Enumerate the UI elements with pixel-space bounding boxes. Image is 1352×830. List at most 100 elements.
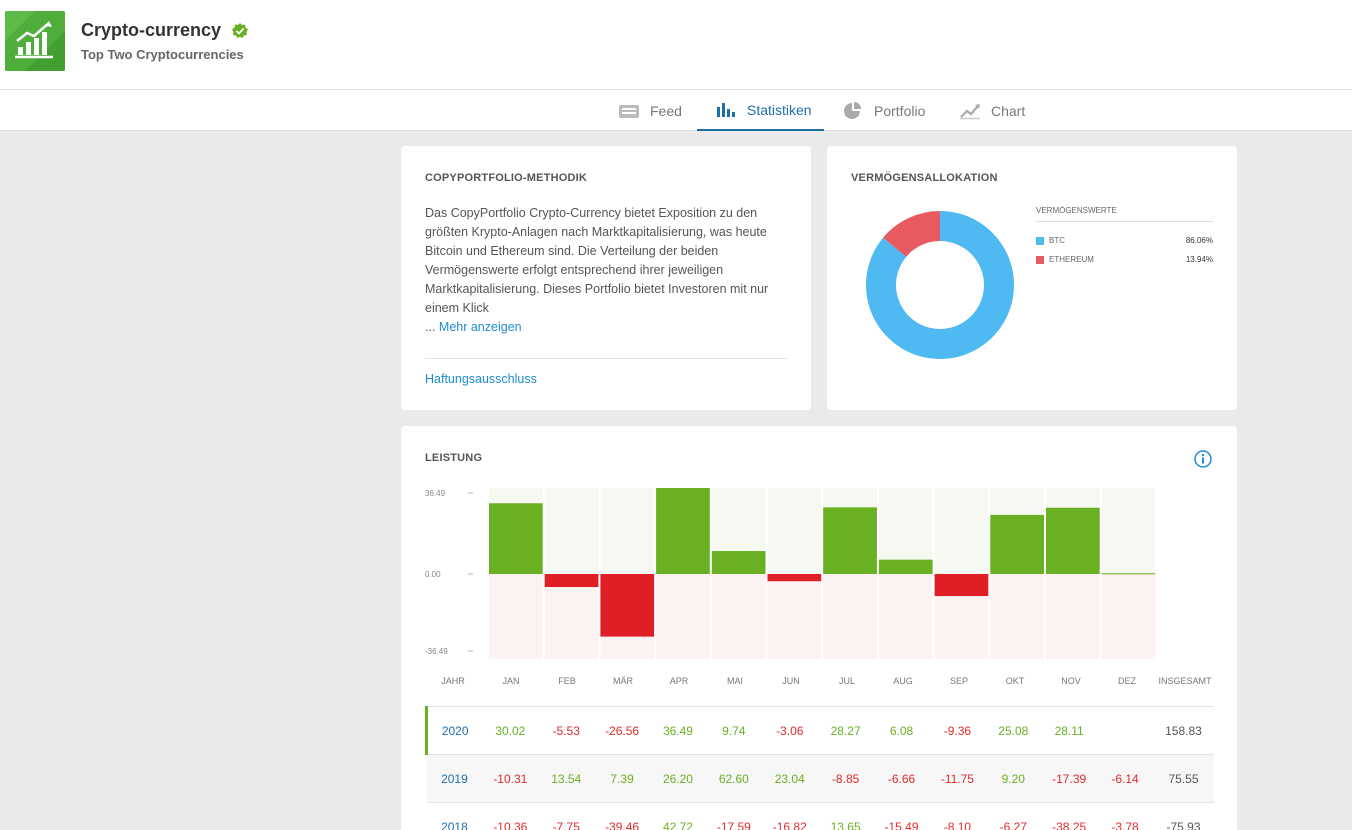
info-icon[interactable]: [1194, 450, 1212, 468]
bar-bg-negative: [1046, 574, 1100, 659]
column-header: NOV: [1061, 676, 1081, 686]
month-value-cell: 26.20: [650, 754, 706, 803]
bar-mär[interactable]: [600, 574, 655, 637]
month-value-cell: 25.08: [985, 706, 1042, 755]
legend-swatch-ethereum: [1036, 256, 1044, 264]
month-value-cell: -8.85: [817, 754, 874, 803]
column-header: MAI: [726, 676, 744, 686]
column-header: APR: [669, 676, 689, 686]
legend-row-btc[interactable]: BTC 86.06%: [1036, 235, 1213, 247]
bar-bg-negative: [711, 574, 766, 659]
tab-statistiken[interactable]: Statistiken: [697, 90, 824, 131]
legend-swatch-btc: [1036, 237, 1044, 245]
legend-name-btc: BTC: [1049, 236, 1065, 245]
verified-badge-icon: [231, 22, 248, 38]
month-value-cell: 9.20: [985, 754, 1042, 803]
month-value-cell: -3.06: [761, 706, 818, 755]
month-value-cell: -6.27: [985, 802, 1042, 830]
month-value-cell: -15.49: [873, 802, 930, 830]
column-header: OKT: [1005, 676, 1025, 686]
y-tick-label: -36.49: [425, 647, 448, 656]
feed-icon: [619, 104, 639, 118]
tab-chart-label: Chart: [991, 102, 1026, 119]
donut-slice-btc[interactable]: [866, 211, 1014, 359]
divider: [425, 358, 787, 359]
show-more-link[interactable]: Mehr anzeigen: [438, 320, 522, 334]
legend-header: VERMÖGENSWERTE: [1036, 206, 1213, 222]
month-value-cell: 30.02: [482, 706, 539, 755]
column-header: MÄR: [613, 676, 633, 686]
month-value-cell: 28.11: [1041, 706, 1098, 755]
legend-pct-ethereum: 13.94%: [1185, 255, 1213, 264]
month-value-cell: -5.53: [538, 706, 595, 755]
bar-jul[interactable]: [823, 507, 877, 574]
legend-row-ethereum[interactable]: ETHEREUM 13.94%: [1036, 254, 1213, 266]
growth-chart-icon: [5, 11, 65, 71]
bar-bg-negative: [1101, 574, 1156, 659]
bar-okt[interactable]: [990, 514, 1044, 574]
month-value-cell: -8.10: [929, 802, 986, 830]
portfolio-header: Crypto-currency Top Two Cryptocurrencies: [0, 0, 1352, 90]
year-cell[interactable]: 2018: [426, 802, 483, 830]
month-value-cell: -10.31: [482, 754, 539, 803]
bar-jan[interactable]: [489, 503, 543, 574]
month-value-cell: -9.36: [929, 706, 986, 755]
column-header: FEB: [558, 676, 576, 686]
month-value-cell: [1097, 706, 1153, 755]
disclaimer-link[interactable]: Haftungsausschluss: [425, 372, 537, 386]
bar-bg-negative: [656, 574, 710, 659]
methodik-text-block: Das CopyPortfolio Crypto-Currency bietet…: [425, 204, 770, 337]
tab-feed[interactable]: Feed: [618, 90, 682, 131]
total-cell: 75.55: [1152, 754, 1214, 803]
bar-aug[interactable]: [878, 559, 933, 574]
y-tick-label: 36.49: [425, 489, 446, 498]
total-cell: 158.83: [1152, 706, 1214, 755]
tab-chart[interactable]: Chart: [959, 90, 1025, 131]
month-value-cell: 23.04: [761, 754, 818, 803]
performance-title: LEISTUNG: [425, 452, 483, 464]
column-header: JAN: [502, 676, 520, 686]
methodik-text: Das CopyPortfolio Crypto-Currency bietet…: [425, 206, 769, 315]
methodik-title: COPYPORTFOLIO-METHODIK: [425, 172, 588, 184]
total-cell: -75.93: [1152, 802, 1214, 830]
bar-feb[interactable]: [544, 574, 599, 588]
column-header: DEZ: [1118, 676, 1136, 686]
column-header: INSGESAMT: [1158, 676, 1212, 686]
performance-table: 2020 30.02 -5.53 -26.56 36.49 9.74 -3.06 28.27 6…: [425, 706, 1214, 830]
month-value-cell: 42.72: [650, 802, 706, 830]
bar-bg-positive: [934, 488, 989, 574]
donut-slice-ethereum[interactable]: [883, 211, 940, 257]
table-row[interactable]: 2018 -10.36 -7.75 -39.46 42.72 -17.59 -16.82 13…: [426, 802, 1214, 830]
year-cell[interactable]: 2019: [426, 754, 483, 803]
tab-portfolio[interactable]: Portfolio: [842, 90, 925, 131]
year-cell[interactable]: 2020: [425, 706, 483, 755]
monthly-performance-chart: 36.49 0.00 -36.49: [425, 488, 1156, 659]
legend-name-ethereum: ETHEREUM: [1049, 255, 1094, 264]
table-row[interactable]: 2020 30.02 -5.53 -26.56 36.49 9.74 -3.06 28.27 6…: [425, 706, 1214, 755]
column-header: AUG: [893, 676, 913, 686]
portfolio-logo: [5, 11, 65, 71]
bar-bg-positive: [878, 488, 933, 574]
month-value-cell: -26.56: [594, 706, 651, 755]
portfolio-subtitle: Top Two Cryptocurrencies: [81, 47, 244, 62]
month-value-cell: -17.39: [1041, 754, 1098, 803]
month-value-cell: 7.39: [594, 754, 651, 803]
bar-jun[interactable]: [767, 574, 822, 582]
month-value-cell: -10.36: [482, 802, 539, 830]
table-row[interactable]: 2019 -10.31 13.54 7.39 26.20 62.60 23.04 -8.85-…: [426, 754, 1214, 803]
allocation-title: VERMÖGENSALLOKATION: [851, 172, 998, 184]
bar-nov[interactable]: [1046, 507, 1100, 574]
bar-mai[interactable]: [711, 551, 766, 574]
month-value-cell: -7.75: [538, 802, 595, 830]
bar-dez[interactable]: [1101, 573, 1156, 575]
line-chart-icon: [960, 103, 980, 119]
allocation-donut-chart: [866, 211, 1014, 359]
table-header-row: JAHR JAN FEB MÄR APR MAI JUN JUL AUG SEP OKT NOV DEZ…: [425, 676, 1214, 692]
month-value-cell: -6.14: [1097, 754, 1153, 803]
bar-sep[interactable]: [934, 574, 989, 597]
month-value-cell: -6.66: [873, 754, 930, 803]
bar-chart-icon: [717, 102, 735, 117]
bar-apr[interactable]: [656, 488, 710, 574]
tab-bar: Feed Statistiken Portfolio Chart: [0, 90, 1352, 131]
bar-bg-negative: [878, 574, 933, 659]
